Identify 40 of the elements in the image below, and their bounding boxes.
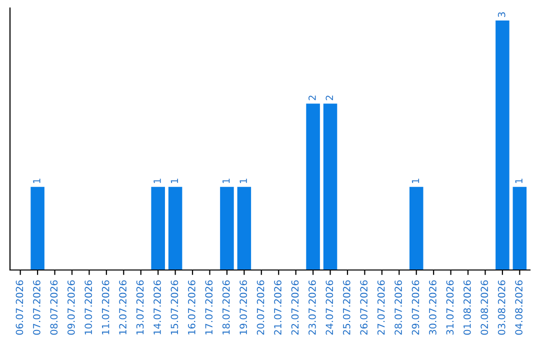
x-tick-label: 17.07.2026 <box>205 280 213 334</box>
x-tick-label: 16.07.2026 <box>188 280 196 334</box>
data-label: 1 <box>515 178 522 183</box>
x-tick-label: 10.07.2026 <box>84 280 92 334</box>
data-label: 1 <box>222 178 230 183</box>
x-tick-label: 24.07.2026 <box>326 280 334 335</box>
data-label: 1 <box>170 178 178 183</box>
data-label: 1 <box>240 178 247 183</box>
x-tick-label: 29.07.2026 <box>412 280 420 335</box>
x-tick-label: 14.07.2026 <box>154 280 161 334</box>
x-tick-label: 08.07.2026 <box>50 280 58 335</box>
data-label: 1 <box>154 178 161 183</box>
x-tick-label: 04.08.2026 <box>515 280 522 335</box>
x-tick-label: 26.07.2026 <box>360 280 368 335</box>
x-tick-label: 22.07.2026 <box>291 280 299 335</box>
x-tick-label: 12.07.2026 <box>119 280 126 334</box>
x-tick-label: 13.07.2026 <box>136 280 144 334</box>
x-tick-label: 15.07.2026 <box>170 280 178 334</box>
x-tick-label: 25.07.2026 <box>342 280 350 335</box>
data-label: 1 <box>412 178 420 183</box>
x-tick-label: 23.07.2026 <box>308 280 316 335</box>
x-tick-label: 09.07.2026 <box>67 280 75 335</box>
data-label: 1 <box>33 178 40 183</box>
x-tick-label: 01.08.2026 <box>463 280 471 335</box>
x-tick-label: 20.07.2026 <box>256 280 264 335</box>
x-tick-label: 18.07.2026 <box>222 280 230 334</box>
x-tick-label: 21.07.2026 <box>274 280 282 335</box>
x-tick-label: 11.07.2026 <box>102 280 110 334</box>
x-tick-label: 06.07.2026 <box>16 280 24 335</box>
x-tick-label: 02.08.2026 <box>480 280 488 335</box>
x-tick-label: 07.07.2026 <box>33 280 40 335</box>
x-tick-label: 28.07.2026 <box>394 280 402 335</box>
x-tick-label: 30.07.2026 <box>429 280 436 335</box>
data-label: 2 <box>308 96 316 100</box>
x-tick-label: 31.07.2026 <box>446 280 454 335</box>
x-tick-label: 03.08.2026 <box>498 280 506 335</box>
x-tick-label: 19.07.2026 <box>240 280 247 334</box>
data-label: 3 <box>498 12 506 17</box>
data-label: 2 <box>326 96 333 100</box>
x-tick-label: 27.07.2026 <box>377 280 385 335</box>
